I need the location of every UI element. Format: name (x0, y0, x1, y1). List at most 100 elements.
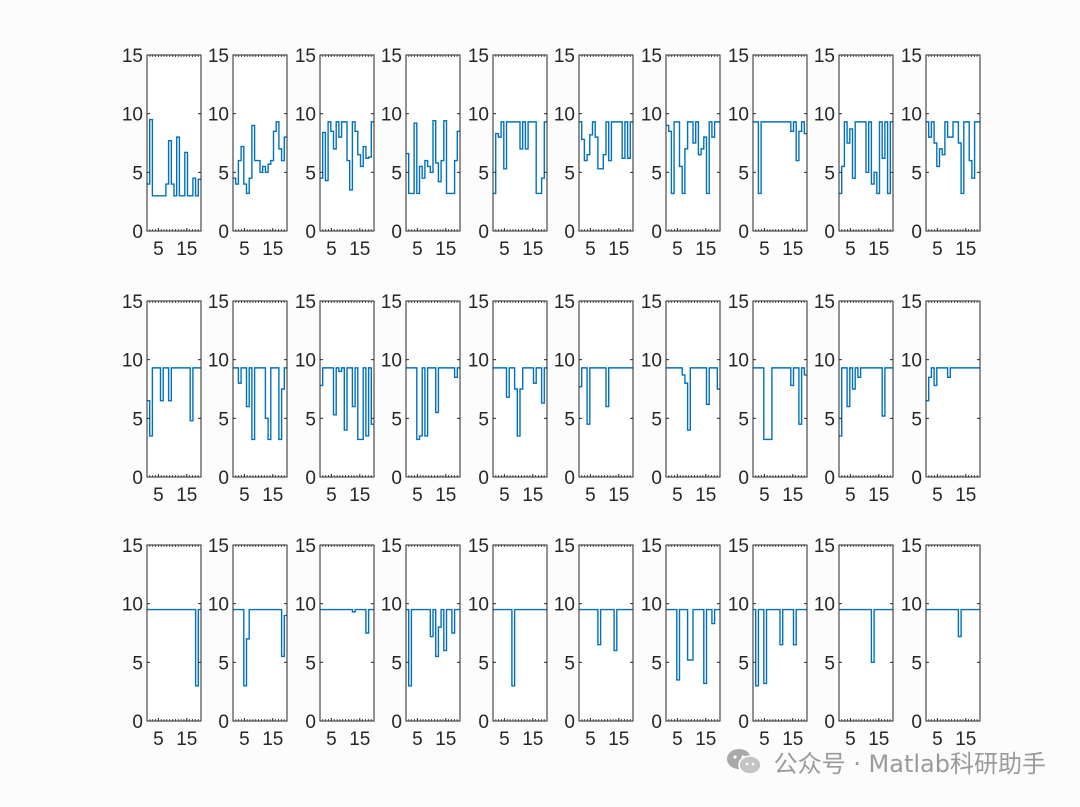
x-tick-label: 15 (782, 239, 803, 260)
x-tick-label: 5 (932, 239, 943, 260)
axes-box (319, 544, 375, 722)
axes-box (405, 54, 461, 232)
axes-box (838, 54, 894, 232)
y-tick-label: 0 (218, 222, 229, 243)
series-line (406, 608, 460, 687)
y-tick-label: 15 (381, 46, 402, 67)
axes-box (578, 54, 634, 232)
x-tick-label: 5 (153, 239, 164, 260)
x-tick-label: 5 (499, 485, 510, 506)
series-line (926, 367, 980, 402)
y-tick-label: 5 (738, 409, 749, 430)
series-line (839, 367, 893, 437)
y-tick-label: 10 (122, 595, 143, 616)
series-line (839, 608, 893, 664)
x-tick-label: 15 (435, 729, 456, 750)
y-tick-label: 5 (218, 653, 229, 674)
y-tick-label: 5 (651, 409, 662, 430)
y-tick-label: 10 (814, 595, 835, 616)
x-tick-label: 5 (585, 485, 596, 506)
x-tick-label: 15 (695, 729, 716, 750)
y-tick-label: 15 (728, 536, 749, 557)
series-line (493, 608, 547, 687)
x-tick-label: 15 (608, 239, 629, 260)
y-tick-label: 0 (132, 222, 143, 243)
x-tick-label: 5 (672, 729, 683, 750)
y-tick-label: 10 (814, 351, 835, 372)
x-tick-label: 5 (759, 485, 770, 506)
x-tick-label: 15 (782, 729, 803, 750)
axes-background (926, 545, 980, 721)
axes-box (232, 300, 288, 478)
x-tick-label: 5 (932, 485, 943, 506)
axes-background (839, 545, 893, 721)
x-tick-label: 15 (176, 729, 197, 750)
x-tick-label: 15 (349, 485, 370, 506)
axes-background (753, 301, 807, 477)
axes-box (146, 544, 202, 722)
series-line (926, 121, 980, 195)
y-tick-label: 5 (132, 163, 143, 184)
watermark: 公众号 · Matlab科研助手 (724, 744, 1046, 779)
axes-box (492, 300, 548, 478)
x-tick-label: 5 (672, 239, 683, 260)
y-tick-label: 0 (911, 222, 922, 243)
series-line (579, 367, 633, 425)
y-tick-label: 5 (305, 653, 316, 674)
series-line (406, 367, 460, 441)
y-tick-label: 10 (554, 351, 575, 372)
axes-box (925, 544, 981, 722)
axes-background (579, 545, 633, 721)
y-tick-label: 15 (901, 46, 922, 67)
axes-box (232, 544, 288, 722)
x-tick-label: 5 (672, 485, 683, 506)
y-tick-label: 5 (564, 653, 575, 674)
x-tick-label: 15 (955, 729, 976, 750)
axes-background (147, 55, 201, 231)
y-tick-label: 0 (391, 712, 402, 733)
x-tick-label: 15 (262, 485, 283, 506)
y-tick-label: 5 (132, 409, 143, 430)
axes-background (753, 55, 807, 231)
y-tick-label: 0 (478, 712, 489, 733)
series-line (926, 608, 980, 638)
axes-box (405, 300, 461, 478)
y-tick-label: 5 (391, 653, 402, 674)
y-tick-label: 0 (564, 468, 575, 489)
x-tick-label: 15 (695, 239, 716, 260)
y-tick-label: 10 (728, 595, 749, 616)
y-tick-label: 5 (738, 653, 749, 674)
series-line (320, 367, 374, 441)
x-tick-label: 15 (435, 239, 456, 260)
y-tick-label: 15 (295, 46, 316, 67)
axes-background (233, 545, 287, 721)
series-line (579, 608, 633, 652)
y-tick-label: 15 (814, 46, 835, 67)
y-tick-label: 15 (468, 46, 489, 67)
y-tick-label: 15 (554, 536, 575, 557)
x-tick-label: 15 (522, 485, 543, 506)
y-tick-label: 0 (911, 468, 922, 489)
y-tick-label: 0 (651, 468, 662, 489)
y-tick-label: 0 (738, 712, 749, 733)
y-tick-label: 5 (911, 409, 922, 430)
watermark-text: 公众号 · Matlab科研助手 (773, 750, 1046, 778)
x-tick-label: 5 (153, 485, 164, 506)
y-tick-label: 0 (564, 222, 575, 243)
